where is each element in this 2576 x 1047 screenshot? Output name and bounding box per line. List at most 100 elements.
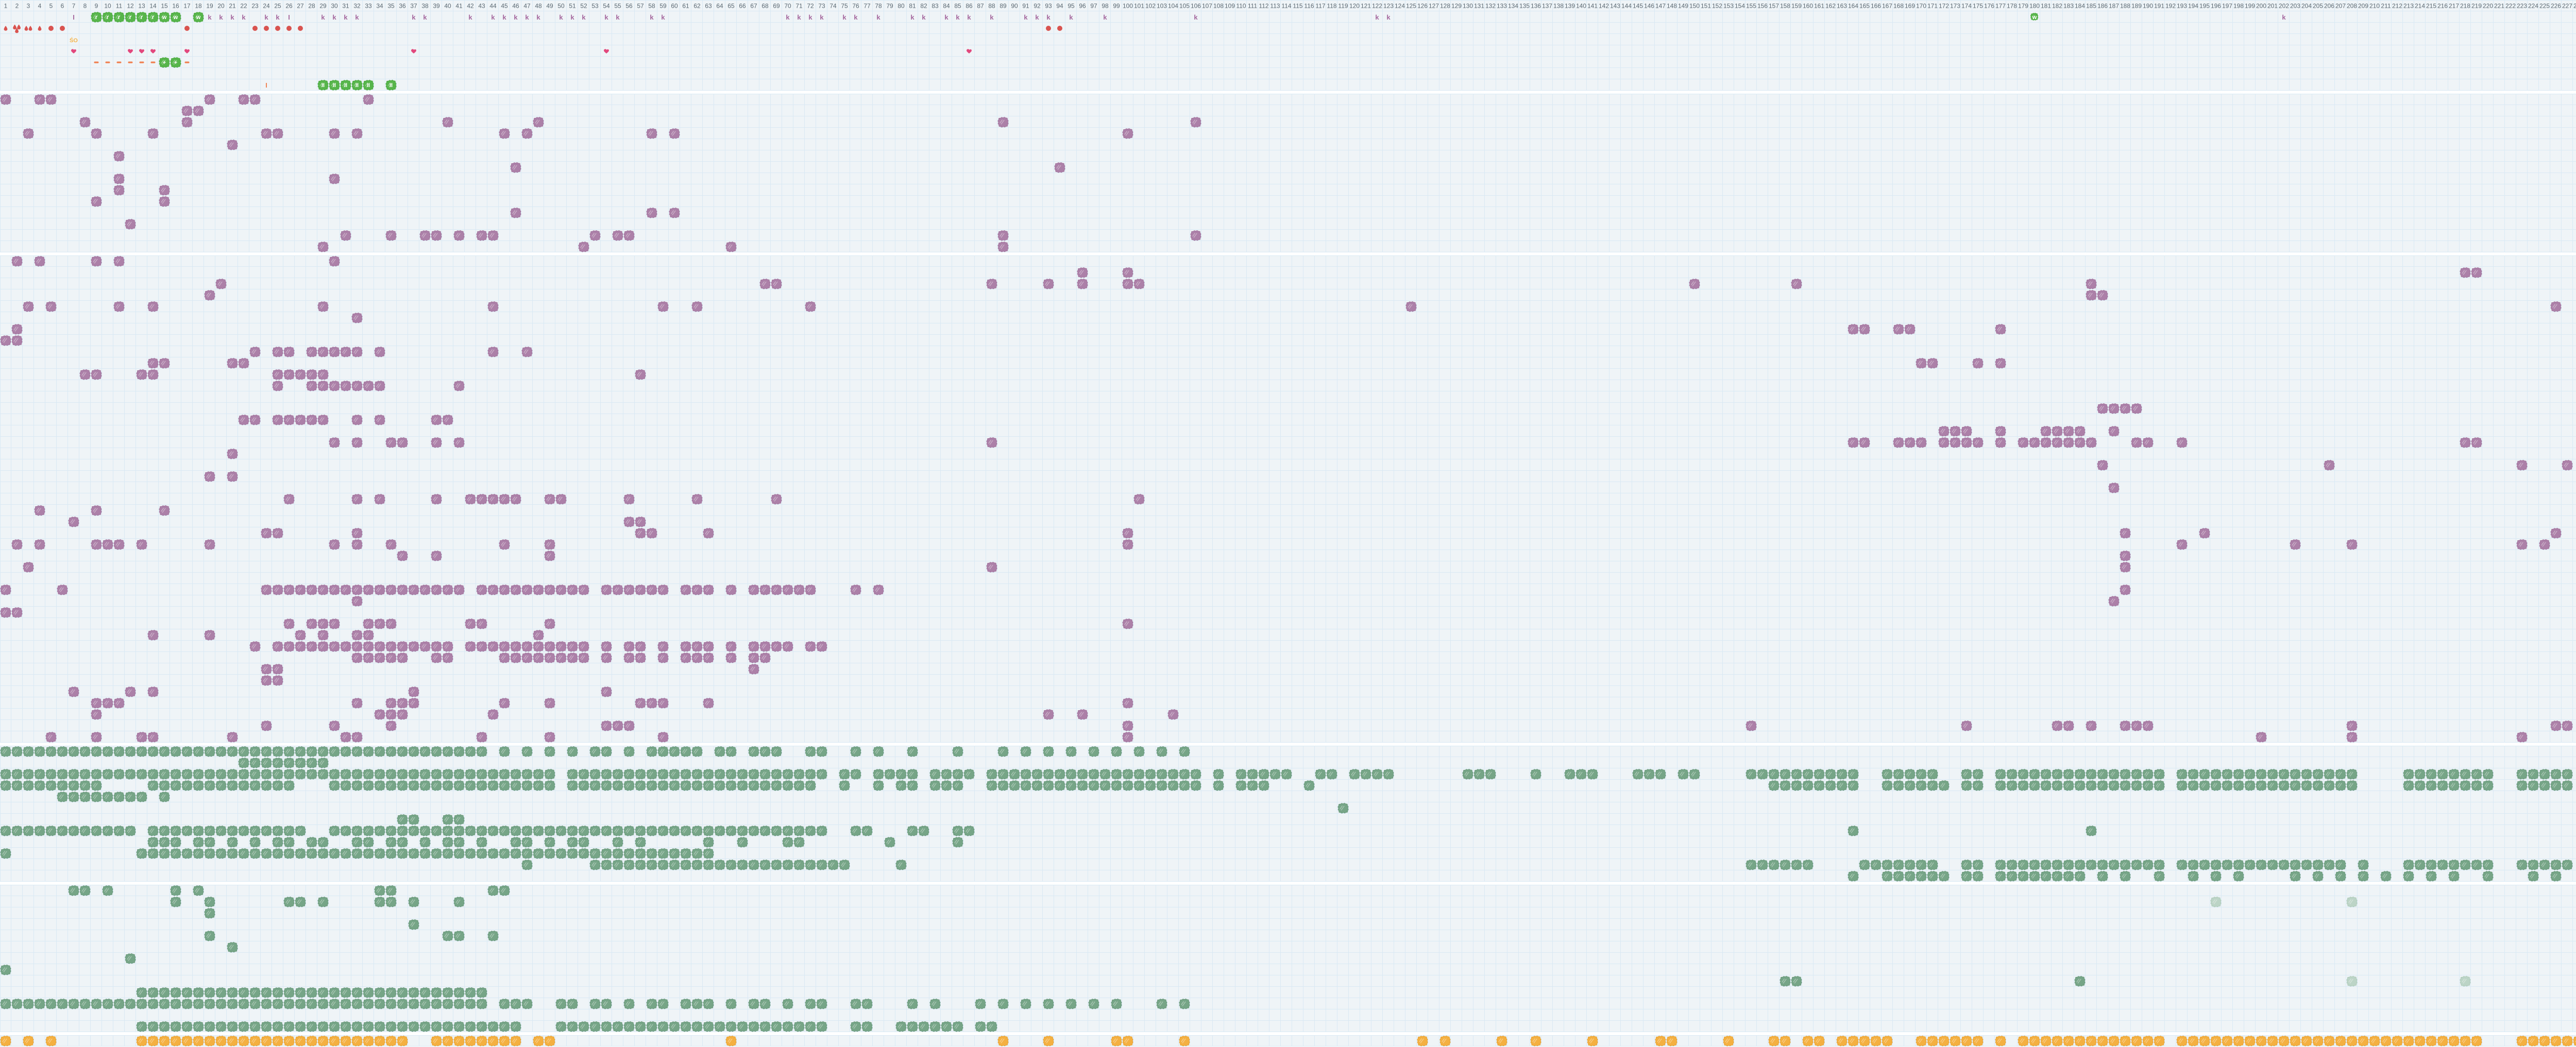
svg-text:128: 128 [1440, 3, 1450, 10]
svg-text:k: k [1035, 13, 1039, 21]
svg-text:II: II [344, 82, 347, 89]
svg-text:33: 33 [365, 3, 372, 10]
svg-text:28: 28 [308, 3, 315, 10]
svg-text:131: 131 [1474, 3, 1484, 10]
svg-text:222: 222 [2505, 3, 2516, 10]
svg-text:61: 61 [682, 3, 689, 10]
svg-text:192: 192 [2165, 3, 2176, 10]
svg-text:196: 196 [2211, 3, 2221, 10]
svg-text:68: 68 [761, 3, 769, 10]
svg-text:k: k [1194, 13, 1198, 21]
svg-text:161: 161 [1814, 3, 1824, 10]
svg-text:89: 89 [999, 3, 1007, 10]
svg-text:k: k [661, 13, 665, 21]
svg-text:k: k [582, 13, 586, 21]
svg-text:15: 15 [161, 3, 168, 10]
svg-text:14: 14 [149, 3, 157, 10]
svg-text:2: 2 [15, 3, 19, 10]
svg-text:r: r [129, 14, 132, 21]
svg-text:26: 26 [285, 3, 293, 10]
svg-text:139: 139 [1565, 3, 1575, 10]
svg-text:50: 50 [557, 3, 565, 10]
svg-text:184: 184 [2075, 3, 2085, 10]
svg-text:46: 46 [512, 3, 519, 10]
svg-text:34: 34 [376, 3, 383, 10]
svg-text:129: 129 [1451, 3, 1462, 10]
svg-text:k: k [910, 13, 914, 21]
svg-text:162: 162 [1825, 3, 1836, 10]
svg-text:80: 80 [897, 3, 905, 10]
svg-text:147: 147 [1655, 3, 1666, 10]
svg-text:142: 142 [1599, 3, 1609, 10]
svg-text:165: 165 [1859, 3, 1870, 10]
svg-text:60: 60 [671, 3, 678, 10]
svg-text:120: 120 [1349, 3, 1360, 10]
svg-text:k: k [423, 13, 427, 21]
svg-text:158: 158 [1780, 3, 1790, 10]
svg-text:132: 132 [1485, 3, 1496, 10]
svg-text:k: k [786, 13, 790, 21]
svg-text:214: 214 [2415, 3, 2425, 10]
svg-text:76: 76 [852, 3, 859, 10]
svg-text:191: 191 [2154, 3, 2164, 10]
svg-text:20: 20 [217, 3, 225, 10]
svg-text:108: 108 [1213, 3, 1224, 10]
svg-text:172: 172 [1939, 3, 1949, 10]
svg-text:k: k [944, 13, 948, 21]
svg-text:115: 115 [1293, 3, 1302, 10]
svg-text:208: 208 [2347, 3, 2357, 10]
svg-text:10: 10 [104, 3, 111, 10]
svg-text:167: 167 [1882, 3, 1892, 10]
svg-text:138: 138 [1553, 3, 1564, 10]
svg-text:79: 79 [886, 3, 893, 10]
svg-text:r: r [95, 14, 98, 21]
svg-text:k: k [990, 13, 994, 21]
svg-text:215: 215 [2426, 3, 2436, 10]
svg-text:207: 207 [2335, 3, 2346, 10]
svg-text:216: 216 [2437, 3, 2448, 10]
svg-text:133: 133 [1497, 3, 1507, 10]
svg-text:k: k [842, 13, 846, 21]
svg-text:67: 67 [750, 3, 757, 10]
svg-text:189: 189 [2131, 3, 2142, 10]
svg-text:k: k [1024, 13, 1028, 21]
svg-text:k: k [967, 13, 971, 21]
svg-text:188: 188 [2120, 3, 2130, 10]
svg-text:190: 190 [2143, 3, 2153, 10]
svg-text:51: 51 [569, 3, 576, 10]
svg-text:36: 36 [399, 3, 406, 10]
svg-text:205: 205 [2313, 3, 2323, 10]
svg-text:154: 154 [1735, 3, 1745, 10]
svg-text:181: 181 [2041, 3, 2051, 10]
svg-text:186: 186 [2097, 3, 2108, 10]
svg-text:k: k [650, 13, 654, 21]
svg-text:69: 69 [773, 3, 780, 10]
svg-text:225: 225 [2539, 3, 2550, 10]
svg-text:164: 164 [1848, 3, 1858, 10]
svg-text:91: 91 [1022, 3, 1029, 10]
svg-text:97: 97 [1090, 3, 1097, 10]
svg-text:113: 113 [1270, 3, 1280, 10]
svg-text:151: 151 [1701, 3, 1711, 10]
svg-text:k: k [264, 13, 268, 21]
svg-text:39: 39 [433, 3, 440, 10]
svg-text:114: 114 [1281, 3, 1291, 10]
svg-text:77: 77 [863, 3, 871, 10]
svg-text:106: 106 [1191, 3, 1201, 10]
svg-text:198: 198 [2233, 3, 2244, 10]
svg-text:1: 1 [4, 3, 8, 10]
svg-text:k: k [616, 13, 620, 21]
svg-text:220: 220 [2483, 3, 2493, 10]
svg-text:124: 124 [1395, 3, 1405, 10]
svg-text:k: k [1046, 13, 1050, 21]
svg-text:16: 16 [172, 3, 179, 10]
svg-text:37: 37 [410, 3, 417, 10]
svg-text:183: 183 [2063, 3, 2074, 10]
svg-text:52: 52 [580, 3, 587, 10]
svg-text:193: 193 [2177, 3, 2187, 10]
svg-text:19: 19 [206, 3, 213, 10]
svg-text:+: + [174, 60, 177, 66]
svg-text:k: k [1375, 13, 1379, 21]
svg-text:23: 23 [251, 3, 259, 10]
svg-text:k: k [536, 13, 540, 21]
